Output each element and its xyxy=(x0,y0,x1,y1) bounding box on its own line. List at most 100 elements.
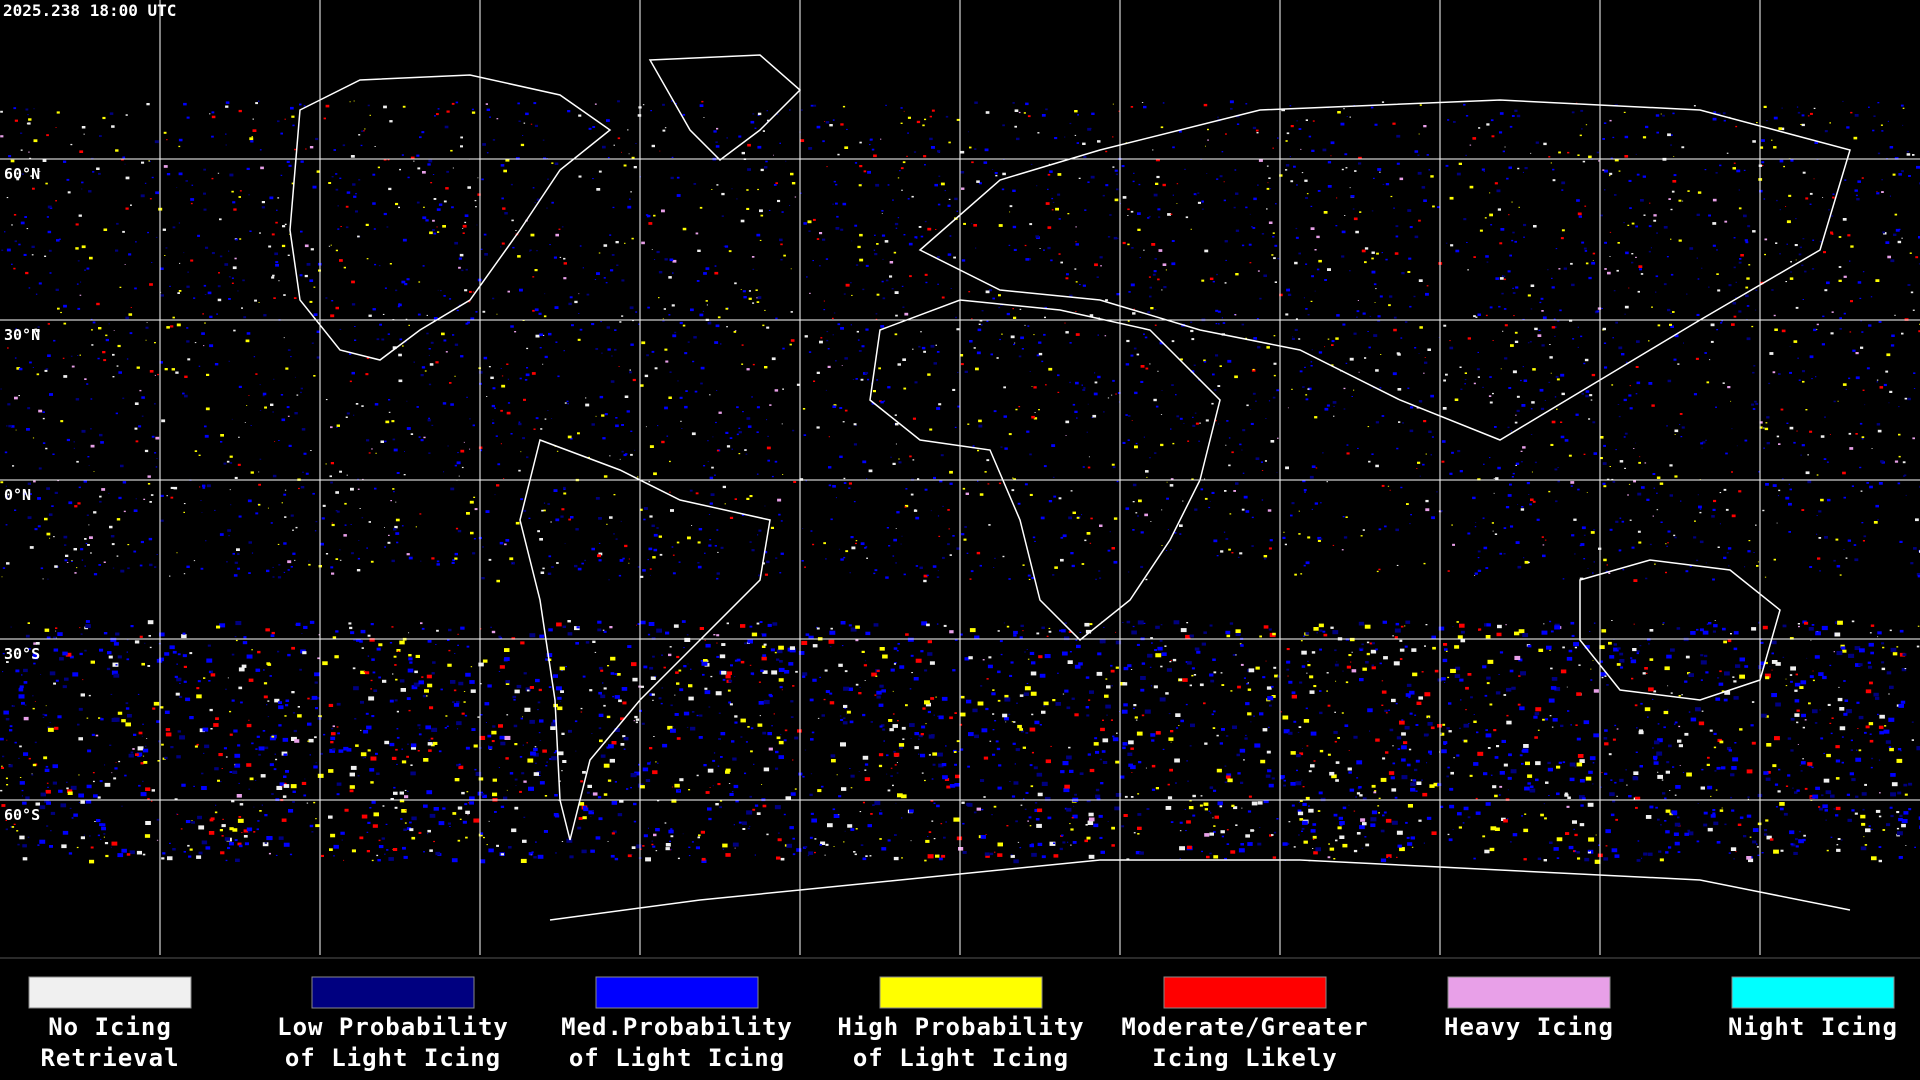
icing-pixel xyxy=(1162,748,1165,750)
icing-pixel xyxy=(1514,421,1518,424)
icing-pixel xyxy=(1217,310,1221,313)
icing-pixel xyxy=(1268,783,1274,788)
icing-pixel xyxy=(1579,795,1585,800)
icing-pixel xyxy=(1877,102,1880,104)
icing-pixel xyxy=(1409,305,1412,308)
icing-pixel xyxy=(533,428,536,430)
icing-pixel xyxy=(1651,404,1655,407)
icing-pixel xyxy=(667,725,673,730)
icing-pixel xyxy=(142,780,144,782)
icing-pixel xyxy=(314,736,317,739)
icing-pixel xyxy=(1449,346,1454,350)
icing-pixel xyxy=(1170,821,1174,823)
icing-pixel xyxy=(1272,236,1275,238)
icing-pixel xyxy=(1100,782,1104,785)
icing-pixel xyxy=(648,622,655,626)
icing-pixel xyxy=(811,818,817,823)
icing-pixel xyxy=(565,666,567,668)
icing-pixel xyxy=(1396,162,1400,165)
icing-pixel xyxy=(1655,275,1659,278)
icing-pixel xyxy=(354,339,357,341)
icing-pixel xyxy=(1880,124,1883,126)
icing-pixel xyxy=(1419,104,1422,106)
icing-pixel xyxy=(1510,525,1514,528)
icing-pixel xyxy=(1785,678,1787,680)
icing-pixel xyxy=(1447,833,1450,836)
icing-pixel xyxy=(1145,367,1149,370)
icing-pixel xyxy=(835,360,837,362)
icing-pixel xyxy=(1529,788,1536,793)
icing-pixel xyxy=(1898,856,1903,859)
icing-pixel xyxy=(1185,634,1191,639)
icing-pixel xyxy=(1343,536,1348,539)
icing-pixel xyxy=(142,755,145,757)
icing-pixel xyxy=(1747,796,1750,798)
icing-pixel xyxy=(1643,214,1646,216)
icing-pixel xyxy=(1550,667,1553,670)
icing-pixel xyxy=(144,449,149,453)
icing-pixel xyxy=(145,787,151,791)
icing-pixel xyxy=(255,668,261,672)
icing-pixel xyxy=(1667,379,1672,383)
icing-pixel xyxy=(1068,746,1071,749)
icing-pixel xyxy=(1725,508,1729,511)
icing-pixel xyxy=(1332,544,1335,546)
icing-pixel xyxy=(1757,665,1764,669)
icing-pixel xyxy=(1353,735,1358,739)
icing-pixel xyxy=(1623,111,1626,113)
icing-pixel xyxy=(1698,721,1705,726)
icing-pixel xyxy=(156,839,159,841)
icing-pixel xyxy=(48,249,52,252)
icing-pixel xyxy=(1457,812,1462,816)
icing-pixel xyxy=(1624,135,1629,139)
icing-pixel xyxy=(115,249,119,252)
icing-pixel xyxy=(1264,460,1267,462)
icing-pixel xyxy=(988,656,992,659)
icing-pixel xyxy=(845,283,850,287)
icing-pixel xyxy=(1070,552,1074,555)
icing-pixel xyxy=(904,504,909,508)
icing-pixel xyxy=(1045,759,1051,764)
icing-pixel xyxy=(1577,857,1581,860)
icing-pixel xyxy=(411,685,418,690)
icing-pixel xyxy=(894,764,897,766)
icing-pixel xyxy=(349,101,351,103)
icing-pixel xyxy=(1171,384,1174,386)
icing-pixel xyxy=(1830,732,1833,735)
icing-pixel xyxy=(766,833,769,836)
icing-pixel xyxy=(1388,771,1395,775)
icing-pixel xyxy=(726,671,732,675)
icing-pixel xyxy=(1708,622,1712,625)
icing-pixel xyxy=(1261,470,1264,471)
icing-pixel xyxy=(1086,836,1091,840)
icing-pixel xyxy=(1911,721,1914,723)
icing-pixel xyxy=(1743,835,1747,838)
icing-pixel xyxy=(1866,482,1869,484)
icing-pixel xyxy=(429,231,433,235)
icing-pixel xyxy=(449,298,452,300)
icing-pixel xyxy=(1454,645,1460,649)
icing-pixel xyxy=(1563,267,1567,270)
icing-pixel xyxy=(768,747,773,751)
icing-pixel xyxy=(1593,452,1598,455)
icing-pixel xyxy=(234,763,241,768)
icing-pixel xyxy=(893,538,897,542)
icing-pixel xyxy=(220,441,223,443)
icing-pixel xyxy=(426,790,433,795)
icing-pixel xyxy=(1333,858,1336,860)
icing-pixel xyxy=(331,523,335,527)
icing-pixel xyxy=(469,290,472,293)
icing-pixel xyxy=(1642,672,1646,675)
icing-pixel xyxy=(259,232,261,234)
icing-pixel xyxy=(56,239,60,242)
icing-pixel xyxy=(930,344,935,348)
icing-pixel xyxy=(1071,697,1075,700)
icing-pixel xyxy=(398,303,402,307)
icing-pixel xyxy=(756,431,759,433)
icing-pixel xyxy=(862,755,869,760)
icing-pixel xyxy=(1633,623,1635,625)
icing-pixel xyxy=(675,671,679,674)
icing-pixel xyxy=(699,627,704,630)
icing-pixel xyxy=(396,541,399,544)
icing-pixel xyxy=(769,404,772,406)
